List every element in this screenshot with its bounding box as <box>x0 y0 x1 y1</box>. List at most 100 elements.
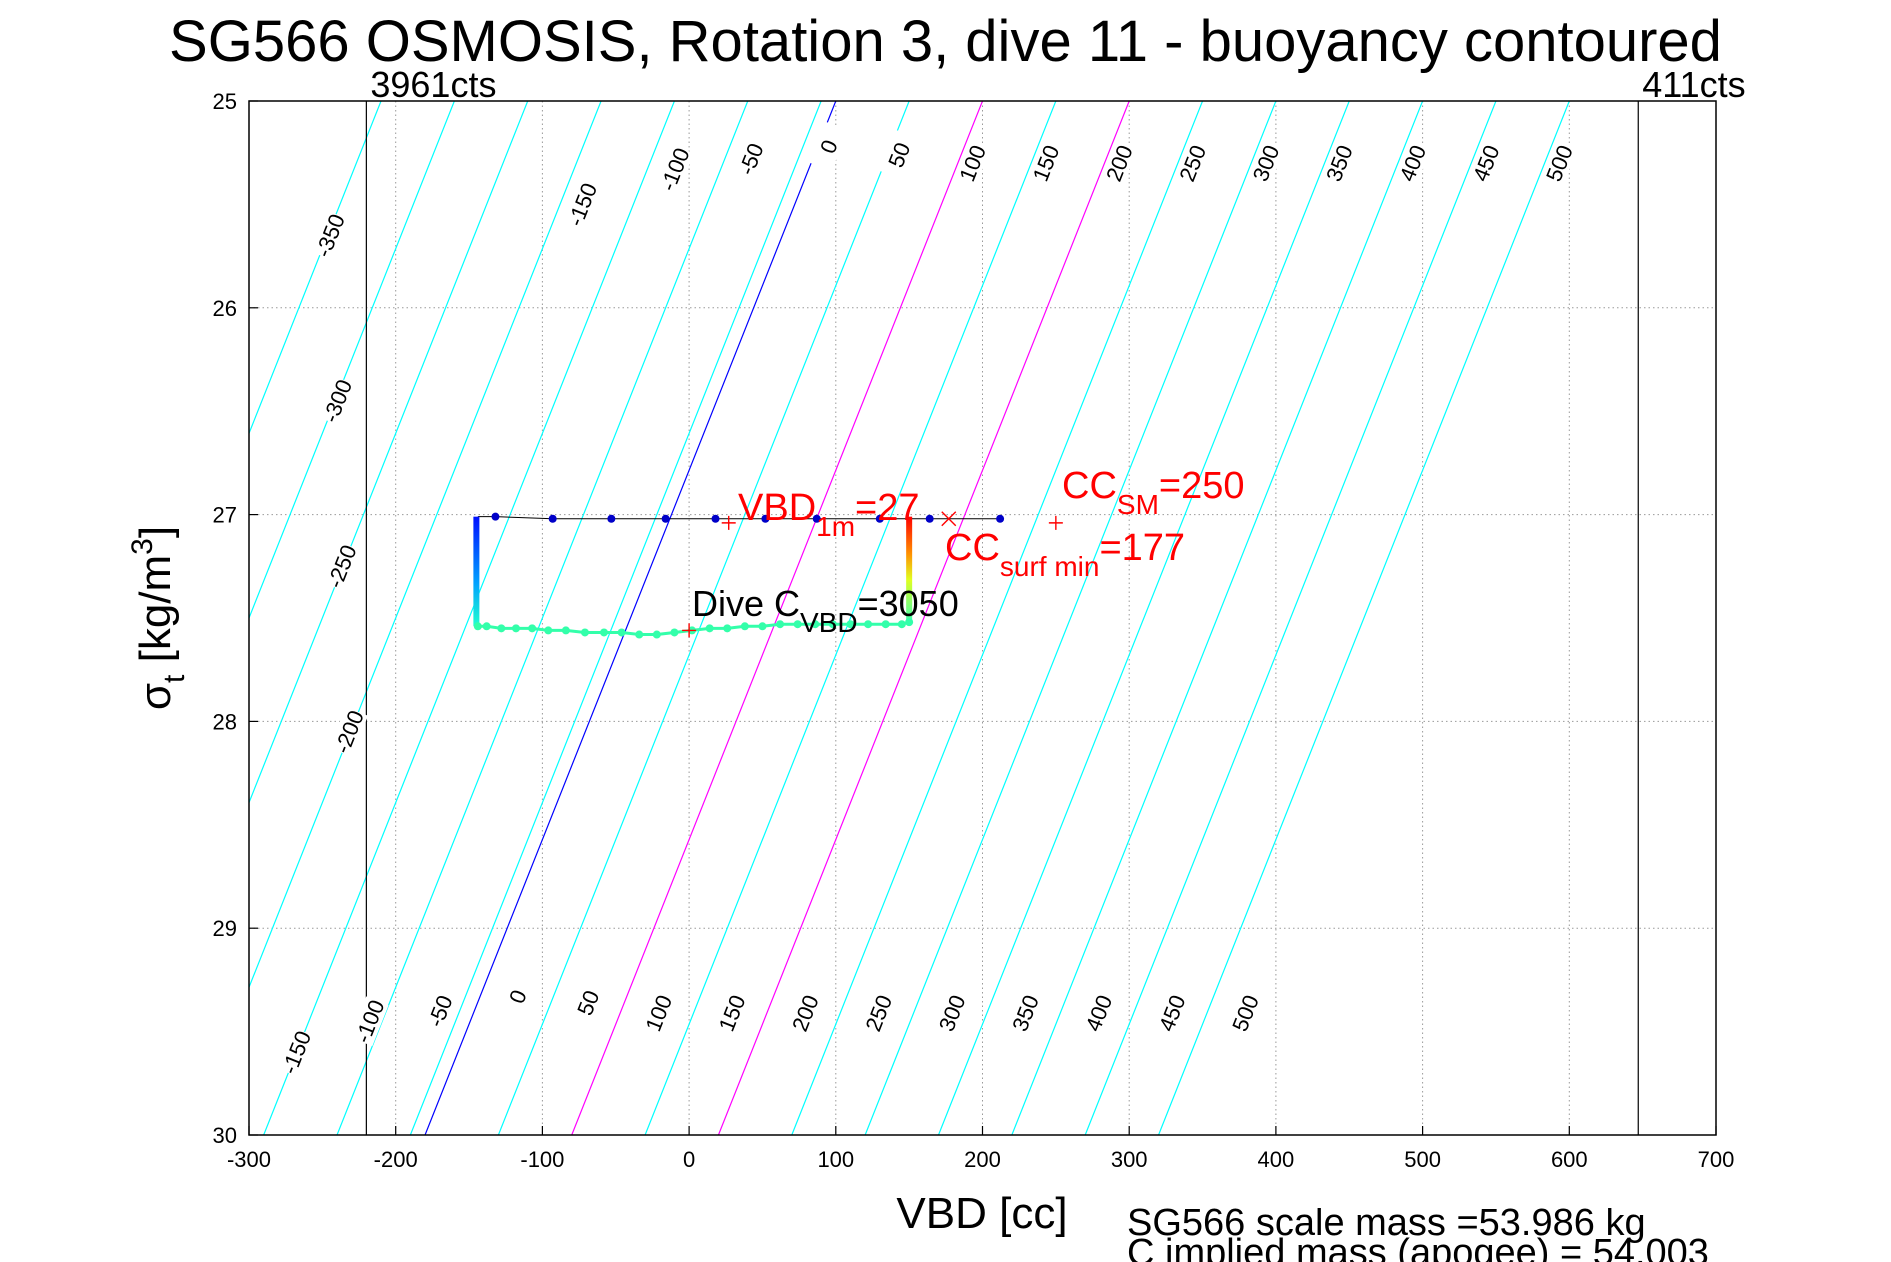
contour-bottom-label-bg <box>568 977 608 1028</box>
contour-top-label-bg <box>1466 138 1505 188</box>
plus-marker <box>1048 515 1063 530</box>
x-tick-label: -100 <box>520 1147 564 1172</box>
y-tick-label: 25 <box>213 89 237 114</box>
vbd-limit-label: 411cts <box>1642 64 1745 105</box>
x-tick-label: 100 <box>817 1147 854 1172</box>
bottom-profile-point <box>905 618 914 627</box>
bottom-profile-point <box>473 622 482 631</box>
bottom-profile-point <box>617 628 626 637</box>
contour-bottom-label-bg <box>420 986 459 1036</box>
contour-bottom-label-bg <box>785 988 825 1038</box>
x-axis-label: VBD [cc] <box>896 1189 1067 1238</box>
bottom-profile-point <box>635 630 644 639</box>
dive-profile <box>473 512 1005 639</box>
contour-line--350 <box>249 101 382 435</box>
contour-line-50 <box>497 101 910 1135</box>
annotation-cc-sm-tail: =250 <box>1159 465 1245 507</box>
bottom-profile-point <box>580 628 589 637</box>
contour-bottom-label: -100 <box>350 996 389 1046</box>
bottom-profile-point <box>511 624 520 633</box>
x-tick-label: 500 <box>1404 1147 1441 1172</box>
contour-top-label-bg <box>329 706 369 757</box>
contour-line--100 <box>336 101 749 1135</box>
bottom-profile-point <box>864 620 873 629</box>
bottom-profile-point <box>758 622 767 631</box>
bottom-profile-point <box>793 620 802 629</box>
x-tick-label: 600 <box>1551 1147 1588 1172</box>
contour-line--50 <box>409 101 822 1135</box>
bottom-profile-point <box>881 620 890 629</box>
annotation-dive-c-vbd-main: Dive C <box>692 583 800 624</box>
annotation-cc-surf-min-tail: =177 <box>1099 527 1185 569</box>
bottom-profile-point <box>705 624 714 633</box>
markers <box>682 511 1063 638</box>
contour-top-label-bg <box>317 375 357 426</box>
contour-top-label: -250 <box>322 541 361 591</box>
contour-top-label-bg <box>562 179 602 230</box>
contour-line-450 <box>1084 101 1497 1135</box>
top-profile-point <box>761 514 770 523</box>
contour-bottom-label-bg <box>859 988 898 1038</box>
annotation-cc-sm: CCSM=250 <box>1062 465 1244 520</box>
ascent-bar <box>906 516 913 623</box>
scale-mass-text: SG566 scale mass =53.986 kg <box>1127 1208 1646 1244</box>
x-ticks: -300 -200 -100 0 100 200 300 400 500 600 700 <box>227 1126 1734 1172</box>
contour-top-label-bg <box>1393 138 1432 188</box>
contour-line-350 <box>937 101 1350 1135</box>
contour-top-label-bg <box>310 210 349 261</box>
top-profile-point <box>607 514 616 523</box>
plus-marker <box>682 623 697 638</box>
annotation-cc-sm-sub: SM <box>1117 489 1159 520</box>
contour-line--200 <box>249 101 602 989</box>
contour-bottom-label-bg <box>350 996 389 1047</box>
contour-bottom-label-bg <box>1079 988 1118 1038</box>
contour-top-label-bg <box>322 541 361 592</box>
contour-line--150 <box>263 101 675 1135</box>
y-tick-label: 28 <box>213 709 237 734</box>
contour-line-150 <box>644 101 1057 1135</box>
annotation-dive-c-vbd-tail: =3050 <box>858 583 959 624</box>
contour-top-label-bg <box>1099 138 1139 188</box>
bottom-profile-point <box>497 624 506 633</box>
bottom-profile-point <box>544 626 553 635</box>
bottom-profile-point <box>670 628 679 637</box>
top-profile-point <box>996 514 1005 523</box>
contour-line-300 <box>864 101 1277 1135</box>
y-axis-label-main: σ <box>131 683 180 710</box>
contour-top-label: -200 <box>329 707 368 757</box>
contour-line--250 <box>249 101 529 805</box>
x-tick-label: 700 <box>1698 1147 1735 1172</box>
y-axis-label-rest: [kg/m <box>131 555 180 675</box>
top-profile-point <box>875 514 884 523</box>
bottom-profile-point <box>482 622 491 631</box>
x-tick-label: -300 <box>227 1147 271 1172</box>
contour-top-label-bg <box>731 134 770 184</box>
contour-top-label-bg <box>1539 138 1579 188</box>
plus-marker <box>721 515 736 530</box>
contour-bottom-label-bg <box>932 988 971 1038</box>
y-tick-label: 30 <box>213 1123 237 1148</box>
contour-top-label-bg <box>1319 138 1359 188</box>
chart-title: SG566 OSMOSIS, Rotation 3, dive 11 - buo… <box>169 9 1722 74</box>
grid <box>249 101 1716 1135</box>
contour-top-label-bg <box>952 138 992 188</box>
annotation-vbd-1m-tail: =27 <box>855 487 919 529</box>
bottom-profile-point <box>723 624 732 633</box>
cross-marker <box>941 511 957 527</box>
contour-top-label-bg <box>809 121 848 172</box>
contour-line-400 <box>1011 101 1424 1135</box>
bottom-profile-point <box>652 630 661 639</box>
x-tick-label: 300 <box>1111 1147 1148 1172</box>
annotation-dive-c-vbd: Dive CVBD=3050 <box>692 583 959 638</box>
vbd-limit-label: 3961cts <box>370 64 496 105</box>
x-tick-label: -200 <box>374 1147 418 1172</box>
contour-line-250 <box>791 101 1204 1135</box>
bottom-profile-point <box>740 622 749 631</box>
contour-top-label: -300 <box>318 376 357 426</box>
bottom-profile-point <box>600 628 609 637</box>
top-profile-point <box>925 514 934 523</box>
y-axis-label-sub: t <box>158 674 191 683</box>
contour-top-label-bg <box>1173 138 1212 188</box>
top-profile-point <box>812 514 821 523</box>
